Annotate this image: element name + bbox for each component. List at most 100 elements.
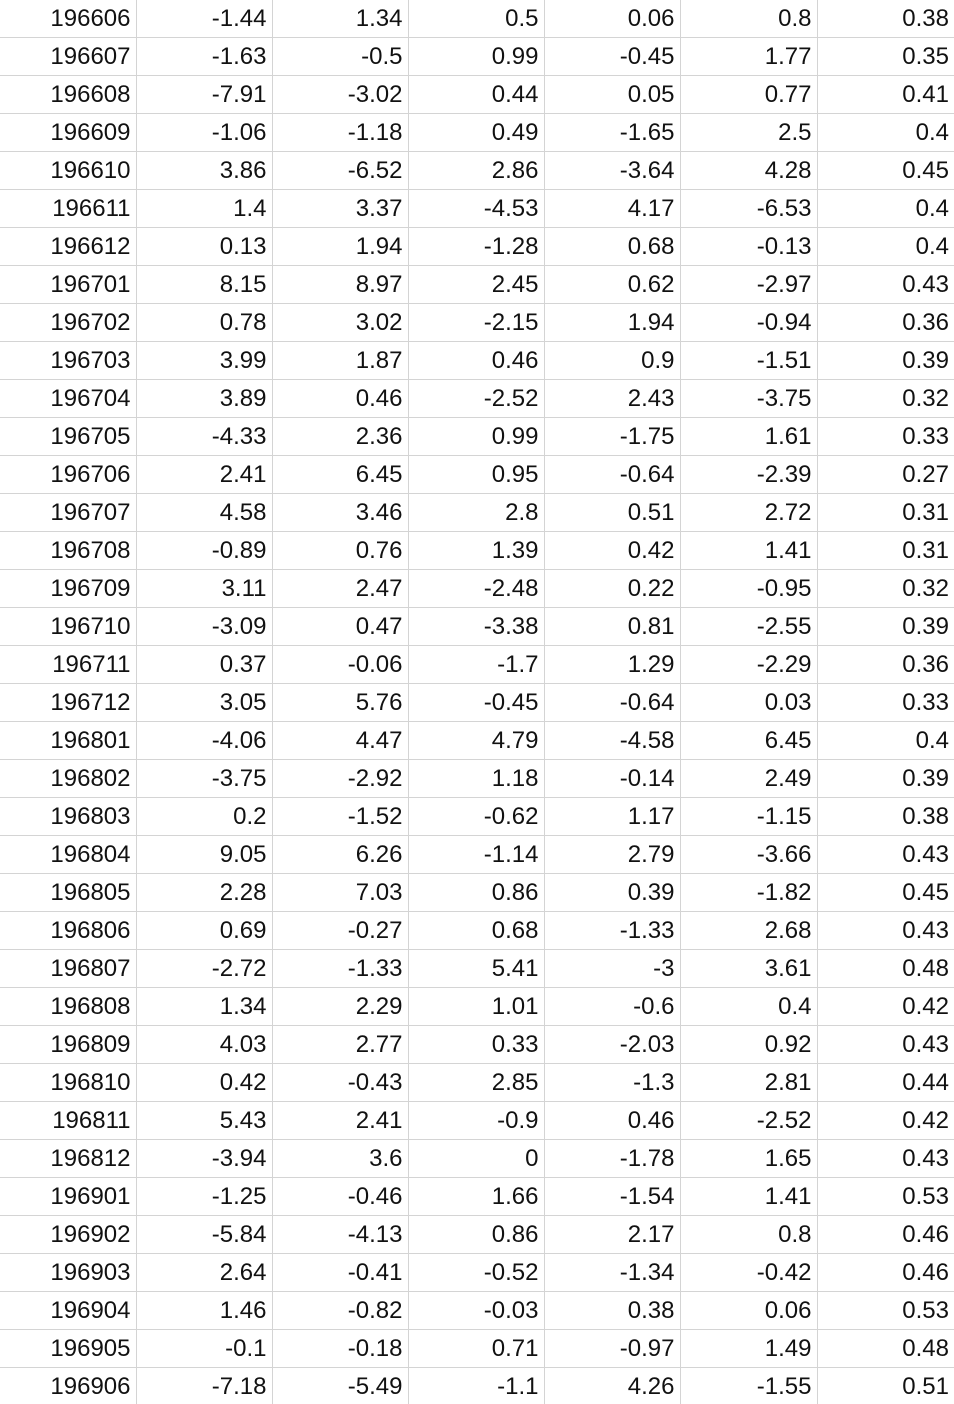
- value-cell[interactable]: 0.43: [816, 1139, 954, 1178]
- value-cell[interactable]: 0.36: [816, 303, 954, 342]
- value-cell[interactable]: 0.33: [407, 1025, 545, 1064]
- value-cell[interactable]: 0.03: [679, 683, 818, 722]
- date-cell[interactable]: 196702: [0, 303, 137, 342]
- value-cell[interactable]: 2.49: [679, 759, 818, 798]
- value-cell[interactable]: -4.58: [543, 721, 681, 760]
- value-cell[interactable]: -0.42: [679, 1253, 818, 1292]
- value-cell[interactable]: 0.77: [679, 75, 818, 114]
- value-cell[interactable]: 2.81: [679, 1063, 818, 1102]
- value-cell[interactable]: 0.43: [816, 265, 954, 304]
- date-cell[interactable]: 196906: [0, 1367, 137, 1404]
- value-cell[interactable]: 0.35: [816, 37, 954, 76]
- value-cell[interactable]: 3.37: [271, 189, 409, 228]
- date-cell[interactable]: 196902: [0, 1215, 137, 1254]
- value-cell[interactable]: 0.99: [407, 37, 545, 76]
- value-cell[interactable]: -0.62: [407, 797, 545, 836]
- value-cell[interactable]: 0.4: [816, 721, 954, 760]
- value-cell[interactable]: -0.5: [271, 37, 409, 76]
- value-cell[interactable]: 3.99: [135, 341, 273, 380]
- value-cell[interactable]: -0.43: [271, 1063, 409, 1102]
- value-cell[interactable]: 0.8: [679, 1215, 818, 1254]
- value-cell[interactable]: 0.86: [407, 1215, 545, 1254]
- date-cell[interactable]: 196710: [0, 607, 137, 646]
- date-cell[interactable]: 196612: [0, 227, 137, 266]
- date-cell[interactable]: 196706: [0, 455, 137, 494]
- value-cell[interactable]: 1.94: [271, 227, 409, 266]
- value-cell[interactable]: -7.91: [135, 75, 273, 114]
- date-cell[interactable]: 196709: [0, 569, 137, 608]
- date-cell[interactable]: 196903: [0, 1253, 137, 1292]
- value-cell[interactable]: -3.09: [135, 607, 273, 646]
- value-cell[interactable]: 0.4: [816, 227, 954, 266]
- value-cell[interactable]: -2.39: [679, 455, 818, 494]
- value-cell[interactable]: -0.1: [135, 1329, 273, 1368]
- value-cell[interactable]: 0.71: [407, 1329, 545, 1368]
- value-cell[interactable]: -5.49: [271, 1367, 409, 1404]
- value-cell[interactable]: -0.94: [679, 303, 818, 342]
- value-cell[interactable]: 4.79: [407, 721, 545, 760]
- value-cell[interactable]: 0.48: [816, 949, 954, 988]
- value-cell[interactable]: 2.5: [679, 113, 818, 152]
- date-cell[interactable]: 196607: [0, 37, 137, 76]
- value-cell[interactable]: 2.45: [407, 265, 545, 304]
- date-cell[interactable]: 196901: [0, 1177, 137, 1216]
- date-cell[interactable]: 196808: [0, 987, 137, 1026]
- date-cell[interactable]: 196811: [0, 1101, 137, 1140]
- value-cell[interactable]: -0.95: [679, 569, 818, 608]
- date-cell[interactable]: 196707: [0, 493, 137, 532]
- value-cell[interactable]: -1.75: [543, 417, 681, 456]
- value-cell[interactable]: -4.33: [135, 417, 273, 456]
- value-cell[interactable]: 2.17: [543, 1215, 681, 1254]
- value-cell[interactable]: -2.97: [679, 265, 818, 304]
- value-cell[interactable]: 1.34: [271, 0, 409, 38]
- value-cell[interactable]: 1.17: [543, 797, 681, 836]
- value-cell[interactable]: 2.85: [407, 1063, 545, 1102]
- value-cell[interactable]: 1.34: [135, 987, 273, 1026]
- value-cell[interactable]: 1.01: [407, 987, 545, 1026]
- value-cell[interactable]: -1.34: [543, 1253, 681, 1292]
- value-cell[interactable]: 0.62: [543, 265, 681, 304]
- value-cell[interactable]: 5.76: [271, 683, 409, 722]
- value-cell[interactable]: -5.84: [135, 1215, 273, 1254]
- value-cell[interactable]: 0.46: [271, 379, 409, 418]
- value-cell[interactable]: 1.87: [271, 341, 409, 380]
- value-cell[interactable]: 1.4: [135, 189, 273, 228]
- value-cell[interactable]: 0.32: [816, 379, 954, 418]
- value-cell[interactable]: 3.61: [679, 949, 818, 988]
- value-cell[interactable]: 1.94: [543, 303, 681, 342]
- value-cell[interactable]: 7.03: [271, 873, 409, 912]
- value-cell[interactable]: 0.4: [816, 189, 954, 228]
- value-cell[interactable]: 0.86: [407, 873, 545, 912]
- value-cell[interactable]: 1.39: [407, 531, 545, 570]
- value-cell[interactable]: 0.42: [816, 1101, 954, 1140]
- value-cell[interactable]: 0.9: [543, 341, 681, 380]
- value-cell[interactable]: 0.81: [543, 607, 681, 646]
- value-cell[interactable]: 0: [407, 1139, 545, 1178]
- value-cell[interactable]: 0.43: [816, 835, 954, 874]
- value-cell[interactable]: 0.13: [135, 227, 273, 266]
- date-cell[interactable]: 196801: [0, 721, 137, 760]
- date-cell[interactable]: 196608: [0, 75, 137, 114]
- value-cell[interactable]: 0.51: [816, 1367, 954, 1404]
- value-cell[interactable]: -1.51: [679, 341, 818, 380]
- value-cell[interactable]: 8.15: [135, 265, 273, 304]
- date-cell[interactable]: 196703: [0, 341, 137, 380]
- date-cell[interactable]: 196904: [0, 1291, 137, 1330]
- value-cell[interactable]: 0.39: [543, 873, 681, 912]
- value-cell[interactable]: -6.52: [271, 151, 409, 190]
- value-cell[interactable]: 0.46: [816, 1253, 954, 1292]
- value-cell[interactable]: -3.38: [407, 607, 545, 646]
- value-cell[interactable]: 0.33: [816, 683, 954, 722]
- date-cell[interactable]: 196708: [0, 531, 137, 570]
- value-cell[interactable]: 2.28: [135, 873, 273, 912]
- value-cell[interactable]: -0.27: [271, 911, 409, 950]
- value-cell[interactable]: 5.43: [135, 1101, 273, 1140]
- value-cell[interactable]: -0.97: [543, 1329, 681, 1368]
- value-cell[interactable]: 0.42: [543, 531, 681, 570]
- value-cell[interactable]: -0.52: [407, 1253, 545, 1292]
- value-cell[interactable]: 0.33: [816, 417, 954, 456]
- value-cell[interactable]: 0.43: [816, 1025, 954, 1064]
- value-cell[interactable]: 6.45: [679, 721, 818, 760]
- value-cell[interactable]: 0.42: [816, 987, 954, 1026]
- value-cell[interactable]: -0.64: [543, 683, 681, 722]
